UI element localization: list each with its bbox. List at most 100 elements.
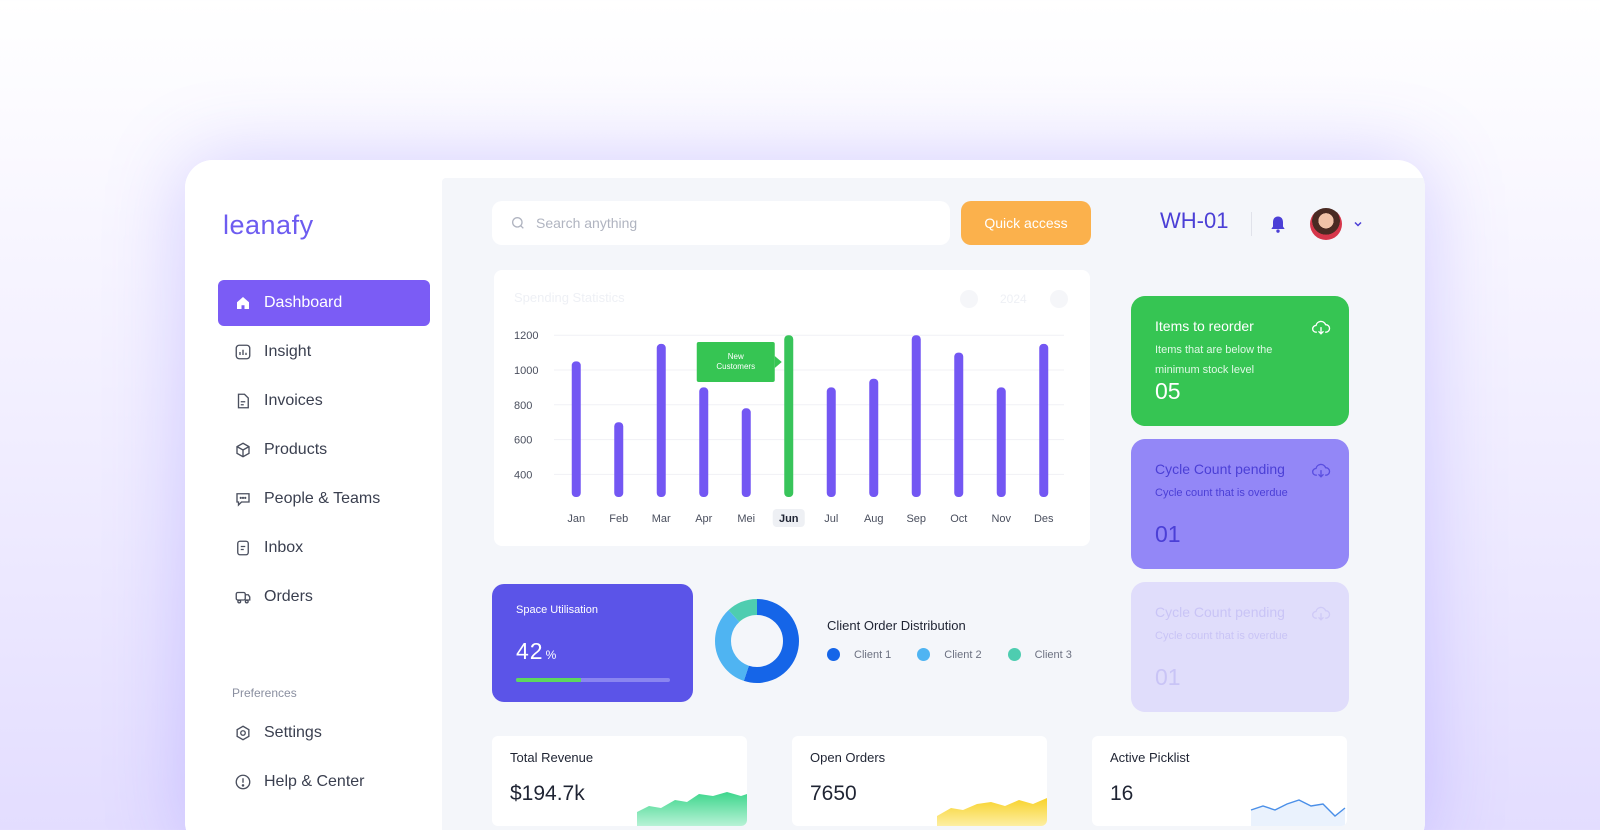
sidebar-item-help-center[interactable]: Help & Center — [218, 759, 430, 805]
x-tick-label: Des — [1034, 513, 1054, 525]
sidebar-item-label: Settings — [264, 724, 322, 741]
help-icon — [235, 774, 251, 790]
bar — [911, 335, 921, 497]
card-subtitle: Items that are below the minimum stock l… — [1155, 344, 1273, 376]
sidebar-item-label: Products — [264, 441, 328, 458]
stat-title: Total Revenue — [510, 750, 594, 765]
space-value: 42% — [516, 638, 557, 665]
bar — [869, 378, 879, 497]
client-donut-chart — [715, 599, 799, 683]
sidebar-item-invoices[interactable]: Invoices — [218, 378, 430, 424]
chart-icon — [235, 344, 251, 360]
bar-chart: 400 600 800 1000 1200 Jan Feb Mar Apr Mei Jun Jul Au… — [514, 330, 1064, 527]
stat-value: 7650 — [810, 782, 857, 805]
bell-icon[interactable] — [1268, 214, 1288, 234]
legend-label: Client 2 — [944, 648, 982, 661]
year-next-button[interactable] — [1050, 290, 1068, 308]
sidebar: leanafy Dashboard Insight Invoices Produ… — [185, 160, 442, 830]
legend-dot — [1007, 648, 1021, 661]
card-count: 05 — [1155, 378, 1181, 404]
stat-card-active-picklist[interactable]: Active Picklist 16 — [1092, 736, 1347, 826]
home-icon — [237, 297, 249, 309]
sidebar-item-people-teams[interactable]: People & Teams — [218, 476, 430, 522]
x-tick-label: Aug — [864, 513, 884, 525]
space-progress-fill — [516, 678, 581, 682]
sidebar-item-dashboard[interactable]: Dashboard — [218, 280, 430, 326]
x-tick-label: Jan — [567, 513, 585, 525]
card-title: Items to reorder — [1155, 318, 1254, 334]
card-count: 01 — [1155, 664, 1181, 690]
card-title: Cycle Count pending — [1155, 604, 1285, 620]
donut-slice — [715, 599, 799, 683]
sidebar-item-insight[interactable]: Insight — [218, 329, 430, 375]
sidebar-item-products[interactable]: Products — [218, 427, 430, 473]
quick-access-button[interactable]: Quick access — [961, 201, 1091, 245]
sidebar-item-label: Invoices — [264, 392, 323, 409]
cycle-count-pending-card-faded[interactable]: Cycle Count pending Cycle count that is … — [1131, 582, 1349, 712]
search-bar[interactable] — [492, 201, 950, 245]
sidebar-item-label: Dashboard — [264, 294, 343, 311]
stat-card-total-revenue[interactable]: Total Revenue $194.7k — [492, 736, 747, 826]
stat-value: 16 — [1110, 782, 1134, 805]
sidebar-item-label: Inbox — [264, 539, 304, 556]
sidebar-item-orders[interactable]: Orders — [218, 574, 430, 620]
stat-value: $194.7k — [510, 782, 585, 805]
bar — [996, 387, 1006, 497]
main-content: Quick access WH-01 Spending Statistics 2… — [442, 178, 1425, 830]
bar — [1039, 343, 1049, 497]
card-title: Cycle Count pending — [1155, 461, 1285, 477]
avatar[interactable] — [1310, 208, 1342, 240]
cloud-download-icon[interactable] — [1311, 461, 1331, 481]
space-utilisation-card: Space Utilisation 42% — [492, 584, 693, 702]
y-tick-label: 600 — [514, 435, 532, 447]
search-input[interactable] — [536, 215, 936, 231]
bar — [826, 387, 836, 497]
sidebar-item-inbox[interactable]: Inbox — [218, 525, 430, 571]
x-tick-label: Mei — [737, 513, 755, 525]
tooltip-text: Customers — [716, 362, 755, 371]
tooltip-arrow — [774, 356, 782, 368]
app-frame: leanafy Dashboard Insight Invoices Produ… — [185, 160, 1425, 830]
document-icon — [237, 393, 249, 409]
sidebar-item-label: Insight — [264, 343, 312, 360]
sidebar-item-settings[interactable]: Settings — [218, 710, 430, 756]
space-number: 42 — [516, 638, 544, 664]
items-to-reorder-card[interactable]: Items to reorder Items that are below th… — [1131, 296, 1349, 426]
bar — [954, 352, 964, 497]
preferences-label: Preferences — [232, 686, 297, 700]
search-icon — [512, 217, 524, 229]
legend-item-client-1: Client 1 — [827, 648, 891, 661]
orders-sparkline — [937, 798, 1047, 826]
stat-title: Open Orders — [810, 750, 886, 765]
header-divider — [1251, 212, 1252, 236]
preferences-nav: Settings Help & Center — [218, 710, 430, 808]
main-nav: Dashboard Insight Invoices Products Peop… — [218, 280, 430, 623]
space-unit: % — [545, 648, 558, 662]
stat-title: Active Picklist — [1110, 750, 1190, 765]
warehouse-selector[interactable]: WH-01 — [1160, 208, 1229, 233]
legend-item-client-3: Client 3 — [1007, 648, 1072, 661]
card-count: 01 — [1155, 521, 1181, 547]
stat-card-open-orders[interactable]: Open Orders 7650 — [792, 736, 1047, 826]
legend-dot — [827, 648, 840, 661]
sidebar-item-label: Orders — [264, 588, 313, 605]
brand-logo: leanafy — [223, 210, 314, 240]
x-tick-label: Sep — [906, 513, 926, 525]
legend-dot — [917, 648, 931, 661]
cloud-download-icon[interactable] — [1311, 318, 1331, 338]
x-tick-highlight — [772, 509, 805, 527]
chevron-down-icon[interactable] — [1352, 218, 1364, 230]
sidebar-item-label: People & Teams — [264, 490, 381, 507]
legend-label: Client 3 — [1034, 648, 1072, 661]
x-tick-label: Mar — [652, 513, 671, 525]
tooltip-box — [696, 342, 775, 382]
cloud-download-icon[interactable] — [1311, 604, 1331, 624]
legend-label: Client 1 — [854, 648, 892, 661]
year-prev-button[interactable] — [960, 290, 978, 308]
bar — [614, 422, 624, 497]
tooltip-text: New — [728, 352, 744, 361]
cycle-count-pending-card[interactable]: Cycle Count pending Cycle count that is … — [1131, 439, 1349, 569]
card-subtitle: Cycle count that is overdue — [1155, 487, 1288, 499]
space-title: Space Utilisation — [516, 604, 598, 616]
bar — [656, 343, 666, 497]
